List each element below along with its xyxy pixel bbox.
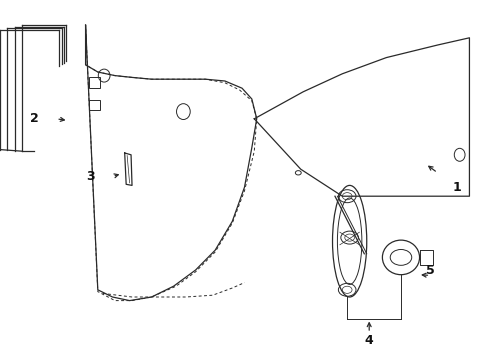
Text: 3: 3 <box>86 170 95 183</box>
Text: 2: 2 <box>30 112 39 125</box>
Text: 1: 1 <box>452 181 461 194</box>
Text: 5: 5 <box>425 264 434 276</box>
Bar <box>89 77 100 88</box>
Bar <box>89 100 100 110</box>
Text: 4: 4 <box>364 334 373 347</box>
